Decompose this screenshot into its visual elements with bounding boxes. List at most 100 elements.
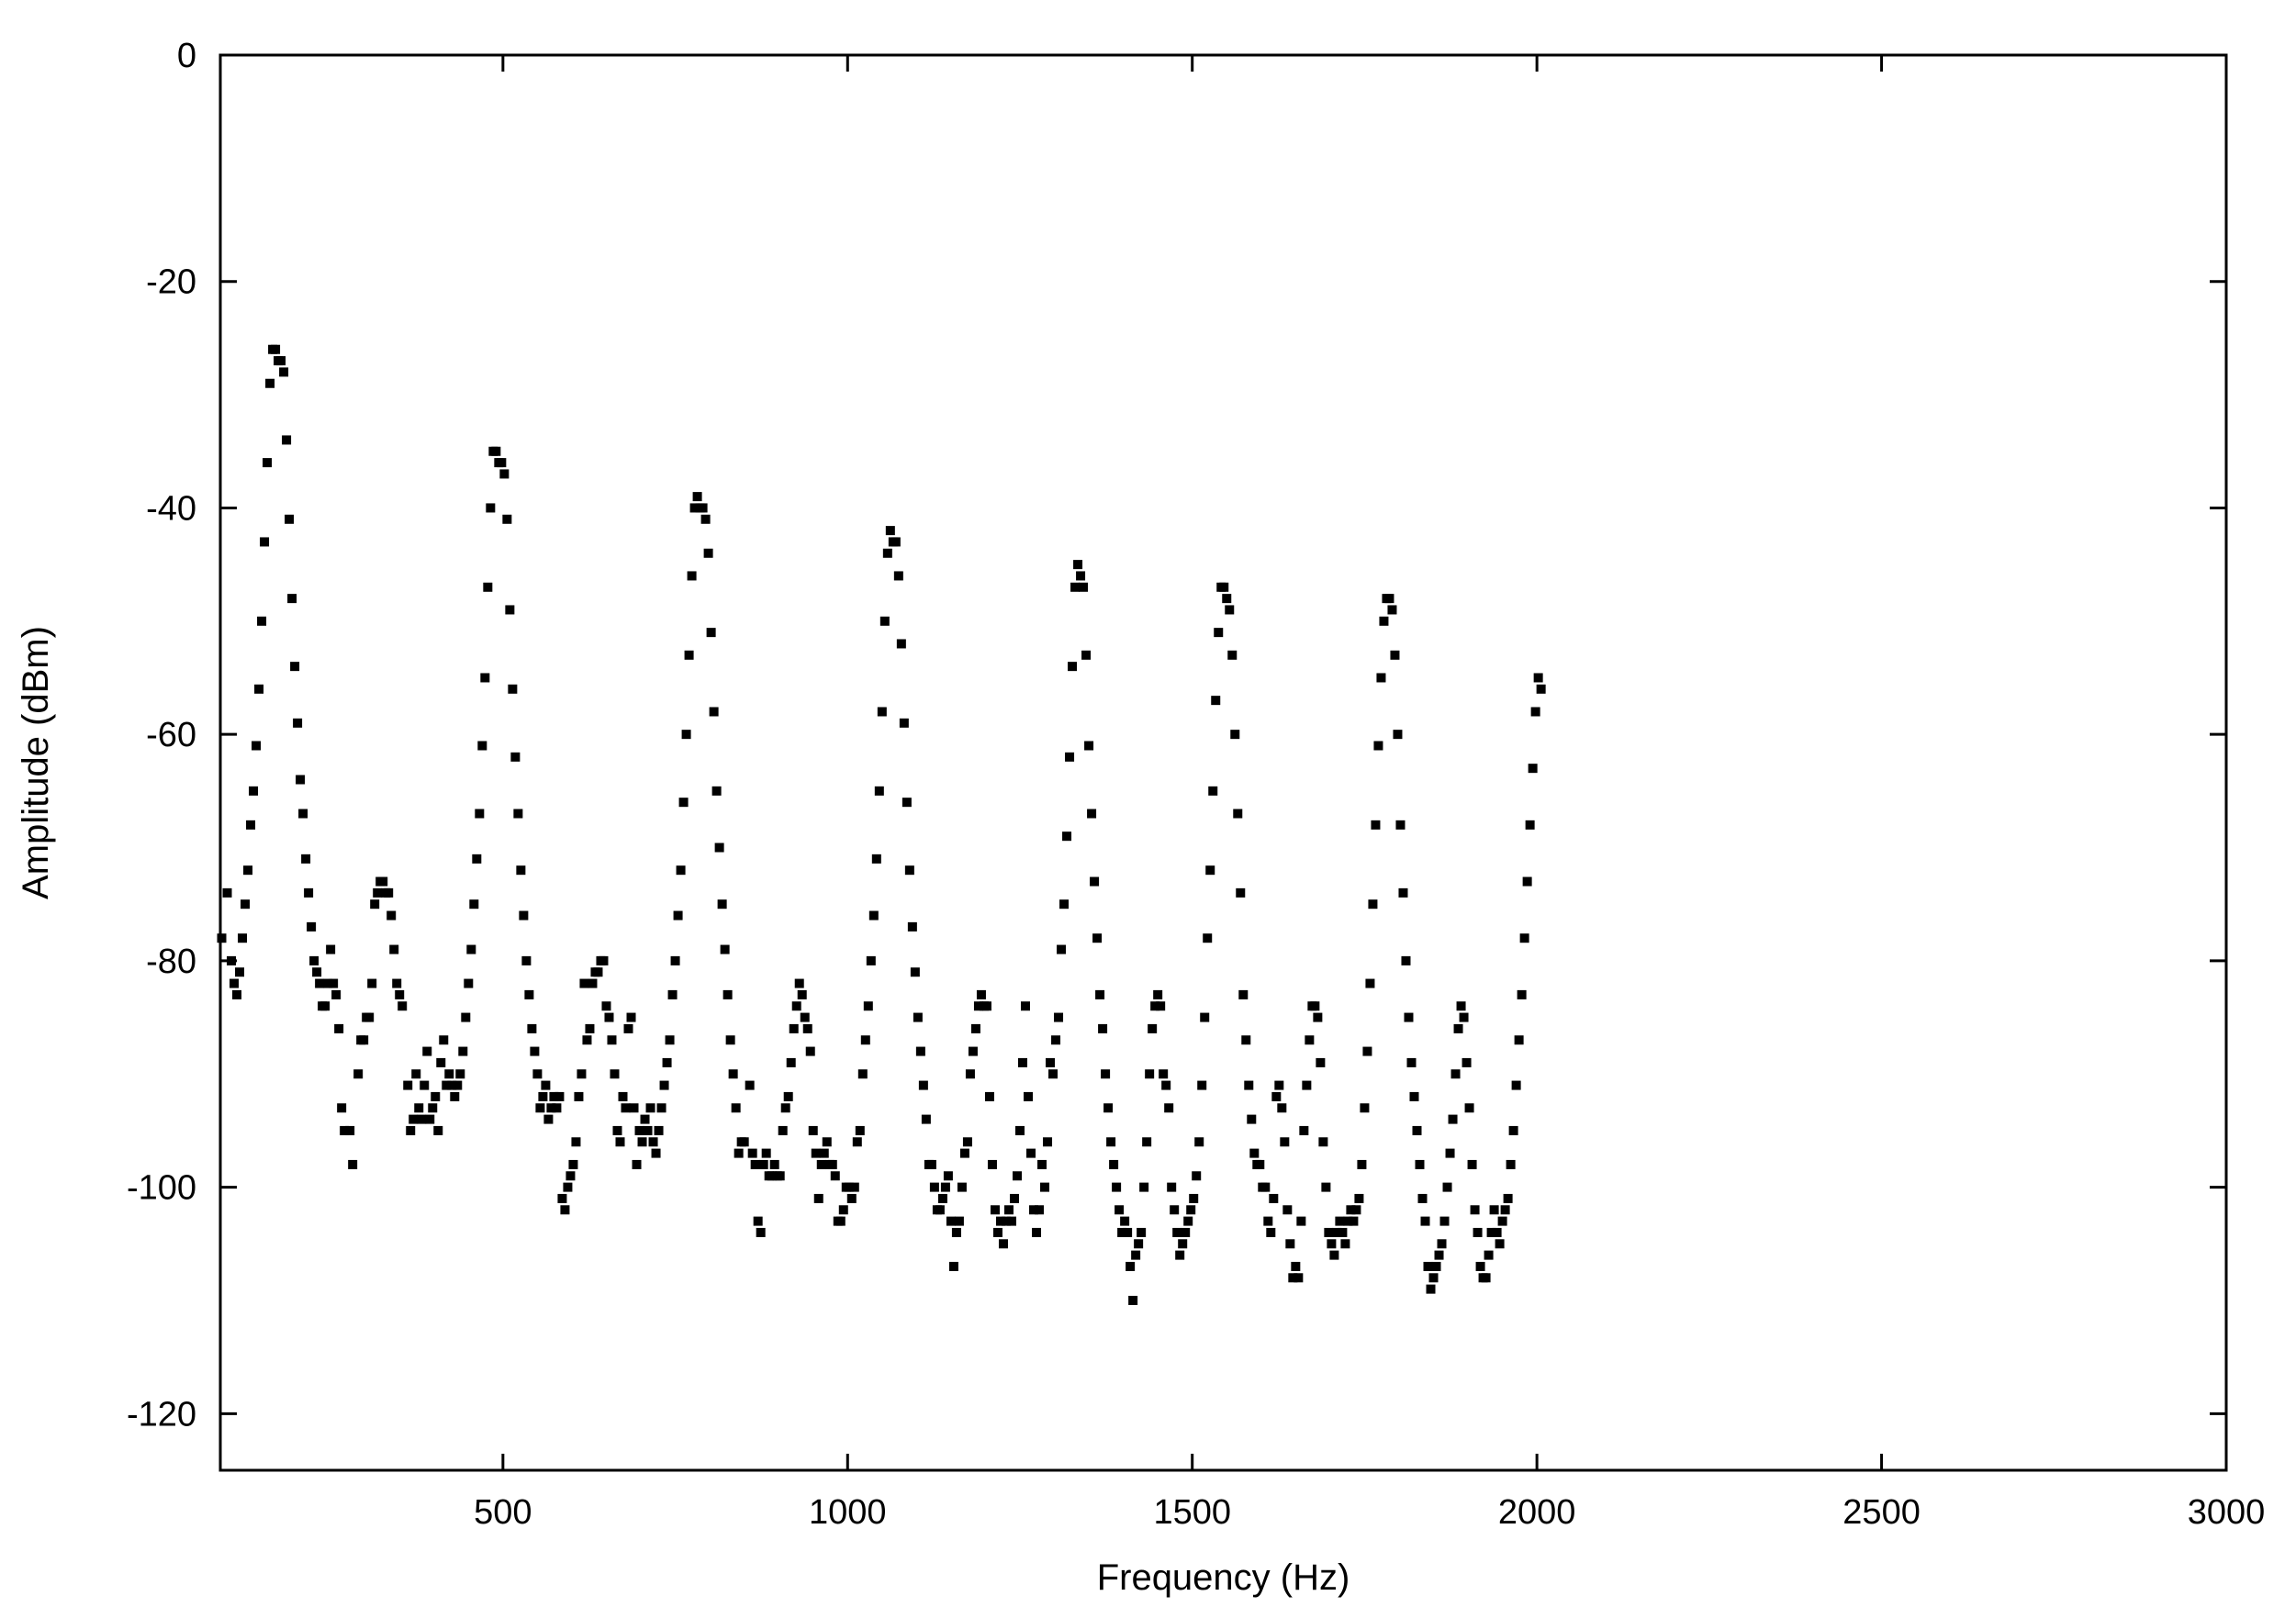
data-point bbox=[1434, 1250, 1444, 1260]
data-point bbox=[794, 978, 804, 988]
data-point bbox=[263, 458, 273, 468]
data-point bbox=[907, 921, 917, 932]
data-point bbox=[1313, 1012, 1323, 1022]
data-point bbox=[1536, 684, 1546, 694]
data-point bbox=[265, 378, 275, 388]
data-point bbox=[868, 910, 879, 921]
data-point bbox=[1123, 1227, 1133, 1237]
data-point bbox=[670, 955, 680, 965]
data-point bbox=[756, 1227, 766, 1237]
data-point bbox=[1048, 1069, 1058, 1079]
data-point bbox=[926, 1159, 936, 1169]
data-point bbox=[1079, 582, 1089, 592]
data-point bbox=[301, 854, 311, 864]
data-point bbox=[1395, 820, 1406, 830]
data-point bbox=[692, 492, 702, 502]
data-point bbox=[1464, 1103, 1474, 1113]
data-point bbox=[1420, 1216, 1430, 1226]
data-point bbox=[1365, 978, 1375, 988]
data-point bbox=[1340, 1239, 1350, 1249]
data-point bbox=[1492, 1227, 1502, 1237]
data-point bbox=[593, 967, 603, 977]
data-point bbox=[786, 1057, 796, 1067]
data-point bbox=[747, 1148, 757, 1158]
data-point bbox=[1271, 1091, 1282, 1101]
data-point bbox=[899, 718, 909, 728]
data-point bbox=[601, 1001, 611, 1011]
data-point bbox=[995, 1216, 1005, 1226]
data-point bbox=[513, 809, 523, 819]
data-point bbox=[1274, 1080, 1284, 1090]
data-point bbox=[1503, 1193, 1513, 1203]
data-point bbox=[480, 673, 490, 683]
data-point bbox=[1426, 1284, 1436, 1294]
data-point bbox=[1156, 1001, 1166, 1011]
data-point bbox=[1263, 1216, 1273, 1226]
data-point bbox=[296, 775, 306, 785]
data-point bbox=[1473, 1227, 1483, 1237]
data-point bbox=[725, 1035, 735, 1045]
data-point bbox=[935, 1205, 945, 1215]
data-point bbox=[566, 1171, 576, 1181]
x-tick-label: 2500 bbox=[1842, 1493, 1921, 1532]
data-point bbox=[1470, 1205, 1480, 1215]
data-point bbox=[359, 1035, 369, 1045]
data-point bbox=[499, 469, 510, 479]
data-point bbox=[475, 809, 485, 819]
data-point bbox=[1189, 1193, 1199, 1203]
data-point bbox=[1247, 1114, 1257, 1124]
data-point bbox=[722, 989, 733, 999]
data-point bbox=[992, 1227, 1002, 1237]
data-point bbox=[849, 1182, 859, 1192]
data-point bbox=[1324, 1227, 1334, 1237]
data-point bbox=[1459, 1012, 1469, 1022]
data-point bbox=[604, 1012, 614, 1022]
data-point bbox=[1103, 1103, 1114, 1113]
data-point bbox=[890, 537, 901, 547]
data-point bbox=[1208, 786, 1218, 796]
data-point bbox=[232, 989, 242, 999]
data-point bbox=[1172, 1227, 1182, 1237]
data-point bbox=[896, 639, 906, 649]
data-point bbox=[1489, 1205, 1499, 1215]
data-point bbox=[1508, 1125, 1518, 1135]
data-point bbox=[367, 978, 377, 988]
data-point bbox=[1233, 809, 1243, 819]
data-point bbox=[874, 786, 884, 796]
data-point bbox=[461, 1012, 471, 1022]
data-point bbox=[1026, 1148, 1036, 1158]
data-point bbox=[1106, 1137, 1116, 1147]
data-point bbox=[312, 967, 322, 977]
data-point bbox=[329, 978, 339, 988]
data-point bbox=[706, 628, 716, 638]
data-point bbox=[618, 1091, 628, 1101]
data-point bbox=[453, 1080, 463, 1090]
data-point bbox=[1009, 1193, 1019, 1203]
data-point bbox=[409, 1114, 419, 1124]
data-point bbox=[260, 537, 270, 547]
data-point bbox=[1511, 1080, 1521, 1090]
data-point bbox=[632, 1159, 642, 1169]
data-point bbox=[1084, 741, 1094, 751]
data-point bbox=[648, 1137, 658, 1147]
data-point bbox=[1453, 1023, 1463, 1033]
data-point bbox=[753, 1216, 763, 1226]
data-point bbox=[1205, 865, 1215, 876]
data-point bbox=[279, 367, 289, 377]
data-point bbox=[1029, 1205, 1039, 1215]
data-point bbox=[1014, 1125, 1025, 1135]
data-point bbox=[1070, 582, 1081, 592]
data-point bbox=[607, 1035, 617, 1045]
data-point bbox=[1360, 1103, 1370, 1113]
data-point bbox=[662, 1057, 672, 1067]
data-point bbox=[1001, 1216, 1011, 1226]
data-point bbox=[1415, 1159, 1425, 1169]
data-point bbox=[1076, 571, 1086, 581]
data-point bbox=[403, 1080, 413, 1090]
data-point bbox=[1101, 1069, 1111, 1079]
data-point bbox=[541, 1080, 551, 1090]
y-tick-label: -20 bbox=[146, 263, 196, 302]
data-point bbox=[1335, 1216, 1345, 1226]
data-point bbox=[1269, 1193, 1279, 1203]
data-point bbox=[998, 1239, 1008, 1249]
